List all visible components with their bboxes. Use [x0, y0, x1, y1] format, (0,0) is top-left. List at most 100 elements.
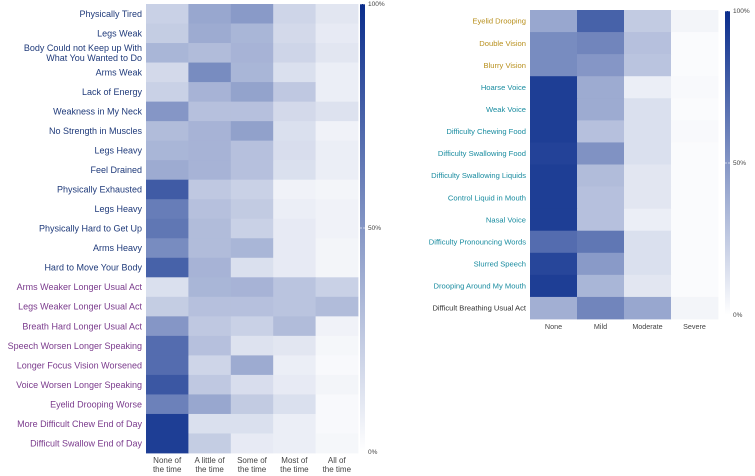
heatmap-cell — [230, 4, 274, 24]
legend-tick-label: 0% — [733, 312, 743, 319]
heatmap-cell — [315, 218, 359, 239]
heatmap-cell — [230, 355, 274, 376]
row-label: Legs Weak — [97, 28, 142, 38]
heatmap-cell — [230, 238, 274, 259]
heatmap-cell — [188, 179, 232, 200]
heatmap-cell — [624, 98, 672, 121]
row-label: Legs Heavy — [94, 146, 142, 156]
heatmap-cell — [273, 277, 316, 298]
column-label: Moderate — [632, 322, 662, 331]
row-label-line: Body Could not Keep up With — [24, 43, 142, 53]
heatmap-cell — [188, 277, 232, 298]
heatmap-cell — [188, 140, 232, 161]
heatmap-cell — [624, 142, 672, 165]
row-label: Difficulty Chewing Food — [446, 127, 526, 136]
heatmap-cell — [624, 296, 672, 320]
heatmap-cell — [146, 433, 189, 454]
heatmap-cell — [577, 98, 625, 121]
heatmap-cell — [188, 160, 232, 181]
heatmap-cell — [146, 179, 189, 200]
heatmap-cell — [624, 186, 672, 210]
heatmap-cell — [315, 335, 359, 356]
heatmap-cell — [624, 164, 672, 187]
row-label: Speech Worsen Longer Speaking — [8, 341, 142, 351]
heatmap-cell — [273, 394, 316, 415]
heatmap-cell — [315, 140, 359, 161]
heatmap-cell — [273, 218, 316, 239]
heatmap-cell — [146, 62, 189, 83]
heatmap-cell — [530, 98, 578, 121]
row-label: Arms Weak — [96, 67, 143, 77]
heatmap-cell — [530, 32, 578, 55]
heatmap-cell — [577, 120, 625, 143]
heatmap-cell — [273, 316, 316, 337]
heatmap-cell — [146, 43, 189, 63]
row-label: Nasal Voice — [486, 215, 526, 224]
heatmap-cell — [273, 23, 316, 44]
heatmap-cell — [273, 296, 316, 317]
heatmap-cell — [530, 230, 578, 254]
heatmap-cell — [230, 413, 274, 434]
heatmap-cell — [671, 208, 719, 232]
column-label: Mild — [594, 322, 607, 331]
heatmap-cell — [315, 238, 359, 259]
heatmap-cell — [188, 62, 232, 83]
heatmap-cell — [188, 316, 232, 337]
row-label: Legs Heavy — [94, 204, 142, 214]
heatmap-cell — [230, 316, 274, 337]
row-label: Legs Weaker Longer Usual Act — [18, 302, 142, 312]
heatmap-cell — [530, 164, 578, 187]
heatmap-cell — [530, 208, 578, 232]
column-label: None — [545, 322, 562, 331]
heatmap-cell — [530, 142, 578, 165]
heatmap-cell — [315, 355, 359, 376]
heatmap-cell — [315, 82, 359, 103]
heatmap-cell — [624, 54, 672, 77]
heatmap-cell — [188, 257, 232, 278]
heatmap-cell — [230, 394, 274, 415]
heatmap-cell — [315, 121, 359, 142]
column-label: the time — [323, 465, 352, 474]
heatmap-cell — [315, 413, 359, 434]
heatmap-cell — [530, 252, 578, 276]
heatmap-cell — [315, 62, 359, 83]
row-label: Drooping Around My Mouth — [434, 282, 526, 291]
right-heatmap-panel: Eyelid Drooping Double Vision Blurry Visio… — [429, 8, 750, 331]
row-label: Physically Exhausted — [57, 185, 142, 195]
row-label: Difficult Swallow End of Day — [30, 438, 142, 448]
legend-tick-label: 0% — [368, 449, 378, 456]
heatmap-cell — [577, 54, 625, 77]
legend-colorbar — [360, 4, 365, 452]
row-label: Control Liquid in Mouth — [448, 193, 526, 202]
row-label: Voice Worsen Longer Speaking — [16, 380, 142, 390]
column-label: A little of — [194, 456, 225, 465]
heatmap-cell — [273, 199, 316, 220]
heatmap-cell — [230, 82, 274, 103]
heatmap-cell — [315, 277, 359, 298]
heatmap-cell — [188, 335, 232, 356]
heatmap-cell — [624, 230, 672, 254]
row-label: No Strength in Muscles — [49, 126, 143, 136]
heatmap-cell — [230, 218, 274, 239]
heatmap-cell — [230, 101, 274, 122]
heatmap-cell — [315, 4, 359, 24]
heatmap-cell — [671, 142, 719, 165]
heatmap-cell — [188, 238, 232, 259]
legend-tick-label: 50% — [733, 160, 746, 167]
heatmap-cell — [230, 199, 274, 220]
heatmap-cell — [624, 252, 672, 276]
column-label: the time — [195, 465, 224, 474]
row-label: Weakness in My Neck — [53, 107, 142, 117]
legend-tick-label: 100% — [368, 1, 385, 8]
row-label: Blurry Vision — [484, 61, 527, 70]
heatmap-cell — [315, 179, 359, 200]
heatmap-cell — [188, 199, 232, 220]
heatmap-cell — [146, 4, 189, 24]
heatmap-cell — [230, 296, 274, 317]
row-label: Breath Hard Longer Usual Act — [22, 321, 142, 331]
row-label: Difficult Breathing Usual Act — [432, 304, 526, 313]
heatmap-cell — [273, 179, 316, 200]
column-label: None of — [153, 456, 182, 465]
row-label: Eyelid Drooping — [472, 17, 526, 26]
